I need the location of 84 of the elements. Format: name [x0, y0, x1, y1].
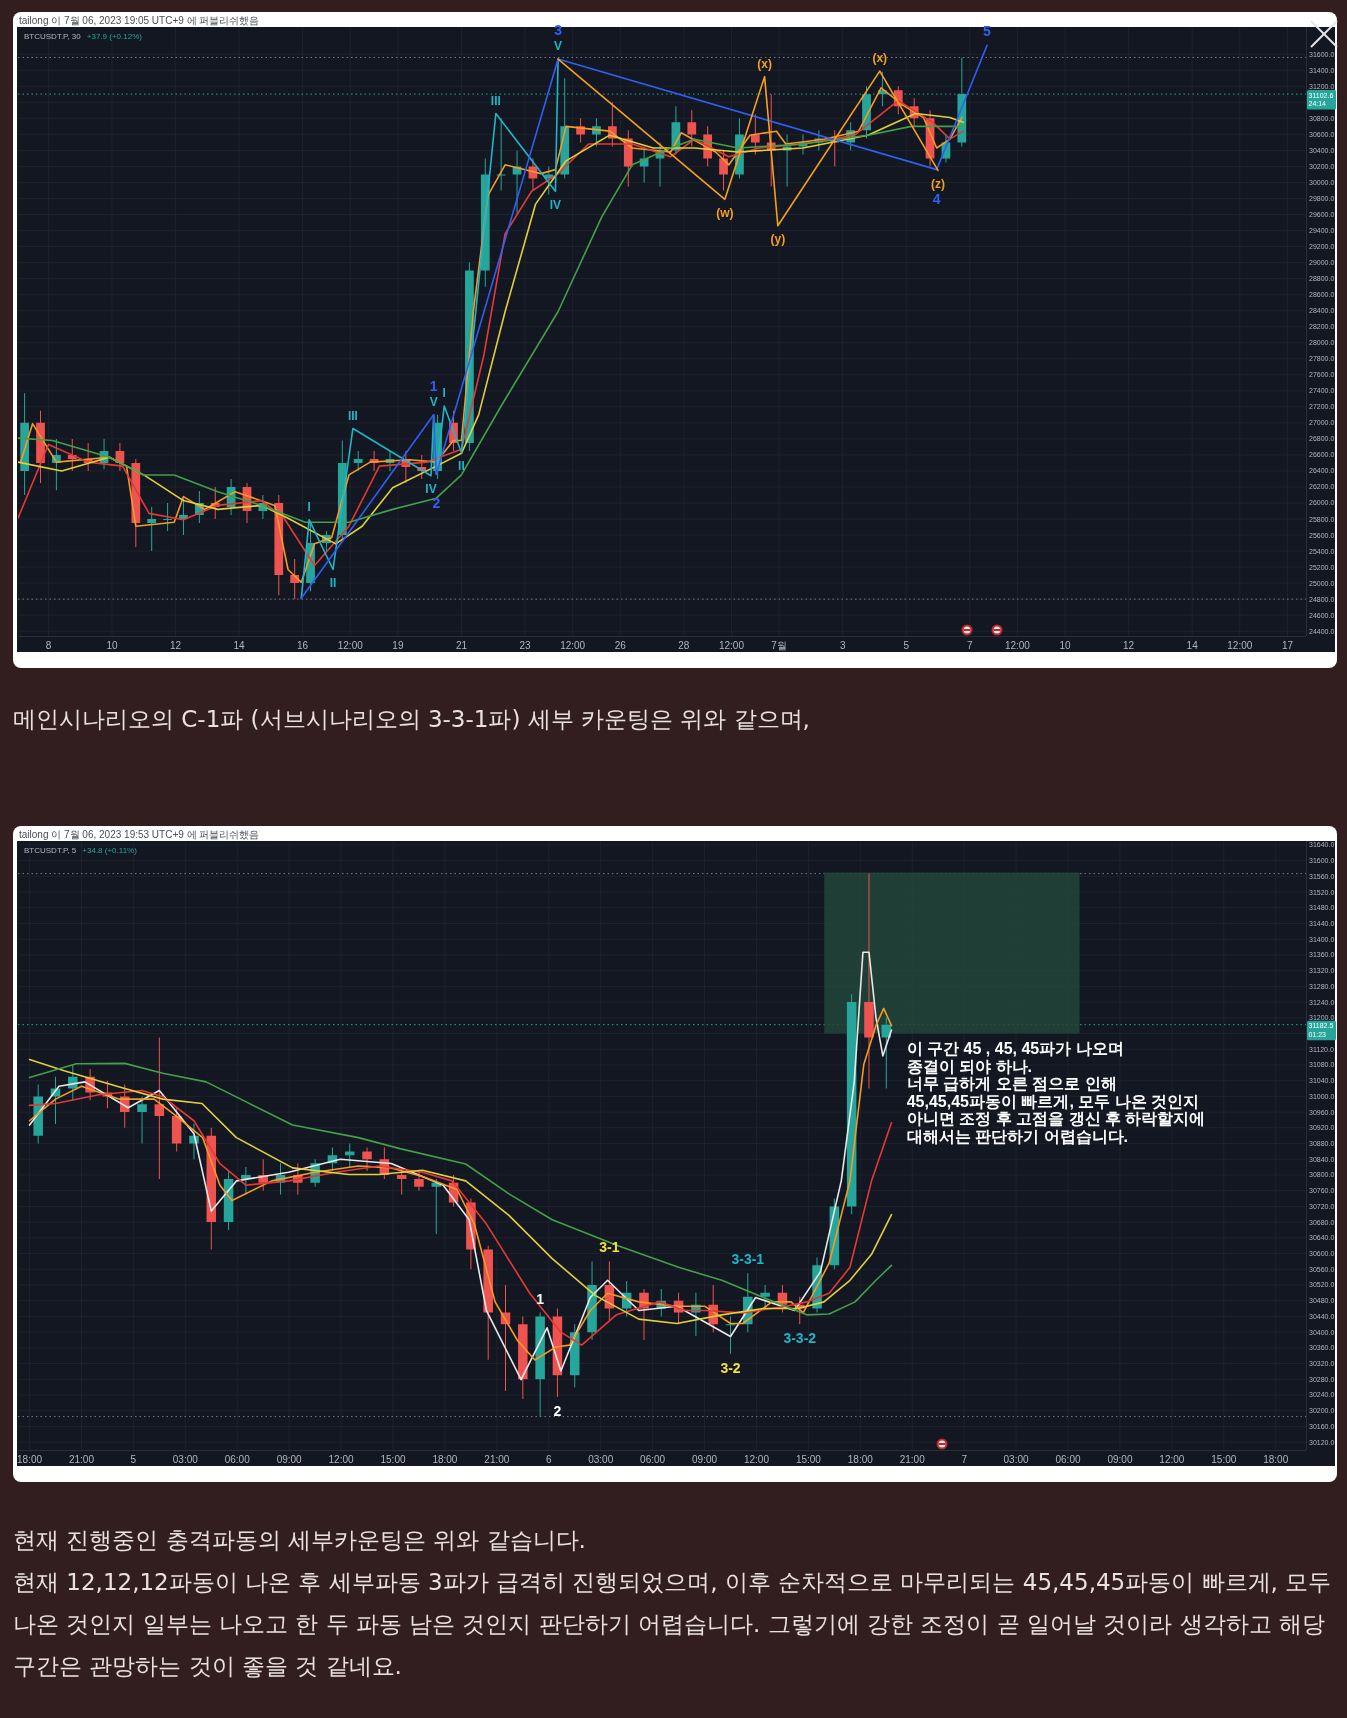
x-tick-label: 03:00	[588, 1454, 614, 1465]
x-tick-label: 7월	[771, 640, 787, 651]
x-tick-label: 06:00	[1055, 1454, 1081, 1465]
x-tick-label: 18:00	[17, 1454, 43, 1465]
annotation: 2	[432, 495, 441, 512]
data-label: II	[329, 575, 337, 590]
text: tailong 이 7월 06, 2023 19:53 UTC+9 에 퍼블리쉬했음	[19, 828, 260, 840]
text: +34.8 (+0.11%)	[82, 846, 138, 855]
annotation: 4	[932, 190, 941, 207]
data-label: (w)	[716, 205, 734, 220]
x-tick-label: 12:00	[718, 640, 745, 651]
x-tick-label: 12	[1123, 640, 1135, 651]
x-tick-label: 16	[297, 640, 309, 651]
text: 현재 12,12,12파동이 나온 후 세부파동 3파가 급격히 진행되었으며, 이후 순차적으로 마무리되는 45,45,45파동이 빠르게, 모두 나온 것인지 일부는 나오고 한 두 파동 남은 것인지 판단하기 어렵습니다. 그렇기에 강한 조정이 곧 일어날 것이라 생각하고 해당 구간은 관망하는 것이 좋을 것 같네요.	[13, 1568, 1333, 1681]
x-tick-label: 12:00	[1227, 640, 1253, 651]
x-tick-label: 8	[45, 640, 52, 651]
annotation: 2	[553, 1403, 562, 1419]
data-label: V	[554, 39, 563, 54]
x-tick-label: 5	[130, 1454, 137, 1465]
data-label: III	[347, 408, 358, 423]
x-tick-label: 17	[1281, 640, 1294, 651]
x-tick-label: 10	[106, 640, 118, 651]
x-tick-label: 09:00	[276, 1454, 303, 1465]
x-tick-label: 18:00	[432, 1454, 458, 1465]
data-label: (x)	[872, 51, 888, 66]
x-tick-label: 3	[839, 640, 846, 651]
text: BTCUSDT.P, 30	[24, 32, 82, 41]
x-tick-label: 14	[1186, 640, 1199, 651]
annotation: 3-3-1	[731, 1251, 765, 1268]
data-label: (y)	[770, 232, 786, 247]
data-label: I	[307, 500, 311, 515]
x-tick-label: 12:00	[328, 1454, 355, 1465]
data-label: IV	[549, 197, 562, 212]
x-tick-label: 10	[1059, 640, 1072, 651]
x-tick-label: 5	[903, 640, 910, 651]
annotation: 5	[983, 23, 992, 40]
x-tick-label: 09:00	[1107, 1454, 1133, 1465]
text: BTCUSDT.P, 5	[24, 846, 77, 855]
x-tick-label: 12:00	[337, 640, 364, 651]
x-tick-label: 12:00	[743, 1454, 770, 1465]
x-tick-label: 12:00	[1159, 1454, 1185, 1465]
x-tick-label: 12	[169, 640, 182, 651]
x-tick-label: 26	[614, 640, 627, 651]
x-tick-label: 12:00	[1004, 640, 1031, 651]
annotation: 3-2	[720, 1359, 741, 1376]
x-tick-label: 06:00	[224, 1454, 251, 1465]
text: 메인시나리오의 C-1파 (서브시나리오의 3-3-1파) 세부 카운팅은 위와 같으며,	[13, 705, 811, 734]
x-tick-label: 06:00	[640, 1454, 666, 1465]
annotation: 1	[536, 1290, 545, 1307]
data-label: IV	[425, 482, 437, 497]
data-label: (x)	[757, 57, 772, 71]
x-tick-label: 21	[455, 640, 468, 651]
x-tick-label: 21:00	[68, 1454, 95, 1465]
data-label: I	[442, 386, 446, 401]
x-tick-label: 19	[392, 640, 404, 651]
x-tick-label: 7	[961, 1454, 968, 1465]
data-label: II	[458, 458, 465, 473]
text: tailong 이 7월 06, 2023 19:05 UTC+9 에 퍼블리쉬했음	[19, 14, 260, 26]
x-tick-label: 7	[966, 640, 973, 651]
x-tick-label: 03:00	[1003, 1454, 1030, 1465]
annotation: 3	[554, 22, 563, 39]
data-label: III	[490, 93, 501, 108]
x-tick-label: 28	[678, 640, 690, 651]
x-tick-label: 6	[546, 1454, 552, 1465]
x-tick-label: 03:00	[172, 1454, 199, 1465]
annotation: 이 구간 45 , 45, 45파가 나오며 종결이 되야 하나. 너무 급하게 오른 점으로 인해 45,45,45파동이 빠르게, 모두 나온 것인지 아니면 조정 후 고점을 갱신 후 하락할지에 대해서는 판단하기 어렵습니다.	[906, 1040, 1206, 1145]
x-tick-label: 23	[519, 640, 531, 651]
x-tick-label: 15:00	[380, 1454, 406, 1465]
data-label: (z)	[931, 176, 945, 191]
text: +37.9 (+0.12%)	[86, 32, 143, 41]
x-tick-label: 15:00	[1211, 1454, 1237, 1465]
text: 현재 진행중인 충격파동의 세부카운팅은 위와 같습니다.	[13, 1526, 587, 1555]
x-tick-label: 18:00	[847, 1454, 874, 1465]
x-tick-label: 09:00	[692, 1454, 718, 1465]
annotation: 3-3-2	[783, 1330, 817, 1347]
annotation: 3-1	[599, 1239, 620, 1256]
x-tick-label: 12:00	[560, 640, 586, 651]
x-tick-label: 18:00	[1263, 1454, 1289, 1465]
annotation: 1	[429, 377, 438, 394]
data-label: V	[429, 395, 438, 410]
x-tick-label: 15:00	[795, 1454, 822, 1465]
x-tick-label: 14	[233, 640, 246, 651]
x-tick-label: 21:00	[484, 1454, 510, 1465]
x-tick-label: 21:00	[899, 1454, 926, 1465]
